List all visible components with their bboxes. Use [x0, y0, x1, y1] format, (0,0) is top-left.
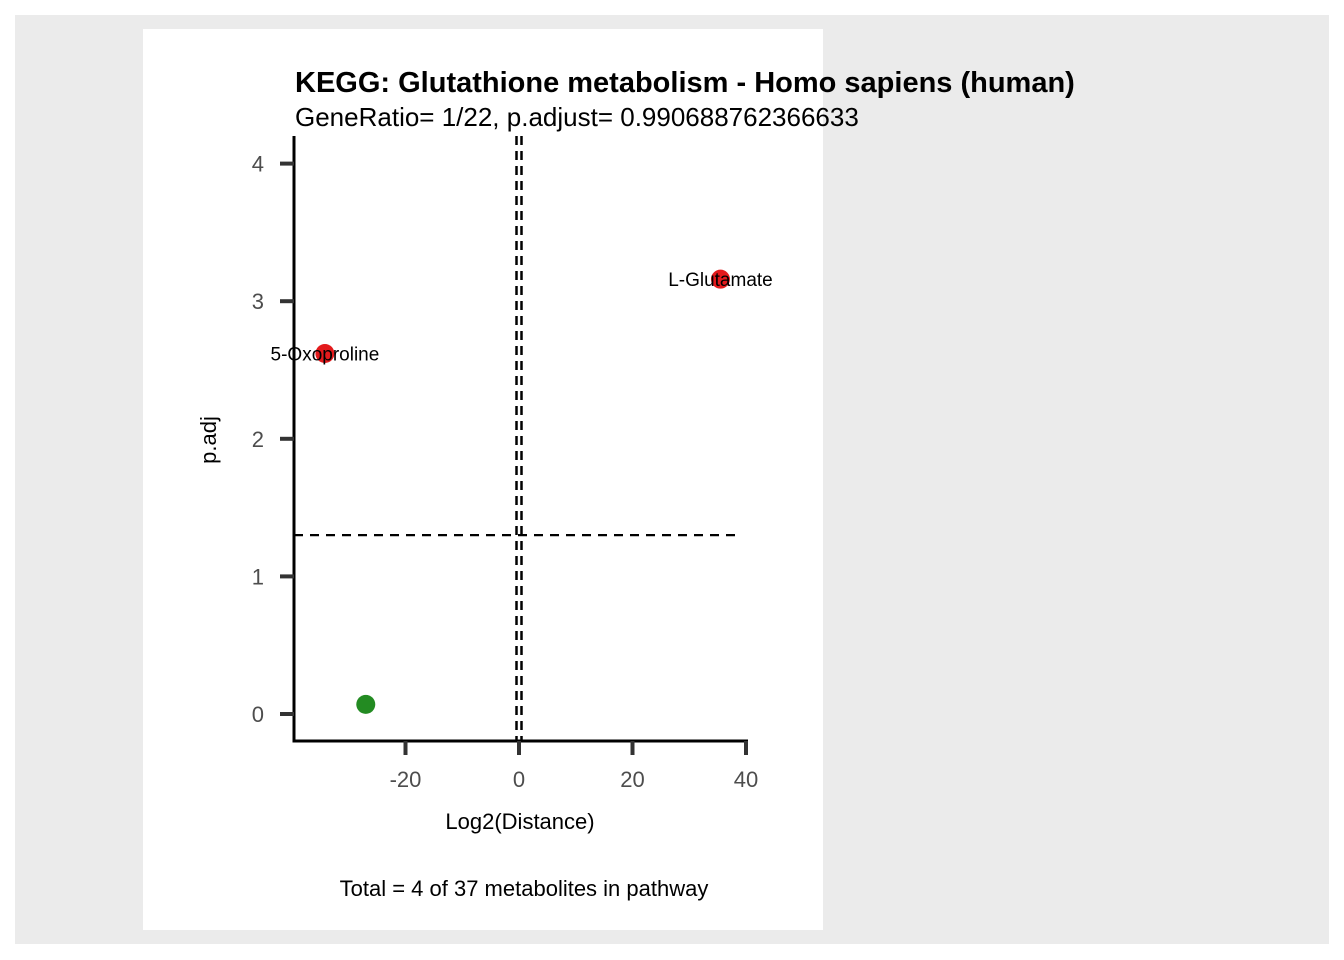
data-point	[356, 694, 376, 714]
chart-subtitle: GeneRatio= 1/22, p.adjust= 0.99068876236…	[295, 102, 859, 132]
data-point	[710, 269, 730, 289]
y-tick-label: 2	[252, 427, 264, 452]
chart-title: KEGG: Glutathione metabolism - Homo sapi…	[295, 67, 1075, 99]
y-tick-label: 4	[252, 152, 264, 177]
plot-panel	[143, 29, 823, 930]
point-label: L-Glutamate	[668, 270, 773, 291]
y-tick-label: 3	[252, 289, 264, 314]
data-points	[315, 269, 730, 714]
y-tick-label: 1	[252, 564, 264, 589]
x-tick-label: 40	[734, 767, 758, 792]
point-label: 5-Oxoproline	[271, 344, 380, 365]
point-labels: L-Glutamate 5-Oxoproline	[271, 270, 773, 365]
chart-caption: Total = 4 of 37 metabolites in pathway	[340, 876, 709, 901]
x-tick-label: -20	[390, 767, 422, 792]
data-point	[315, 343, 335, 363]
reference-lines	[294, 136, 740, 741]
x-tick-label: 0	[513, 767, 525, 792]
y-tick-label: 0	[252, 702, 264, 727]
y-axis-title: p.adj	[196, 416, 221, 464]
x-axis-title: Log2(Distance)	[445, 809, 594, 834]
x-tick-label: 20	[620, 767, 644, 792]
axes: 0 1 2 3 4 -20 0 20 40	[252, 136, 758, 792]
